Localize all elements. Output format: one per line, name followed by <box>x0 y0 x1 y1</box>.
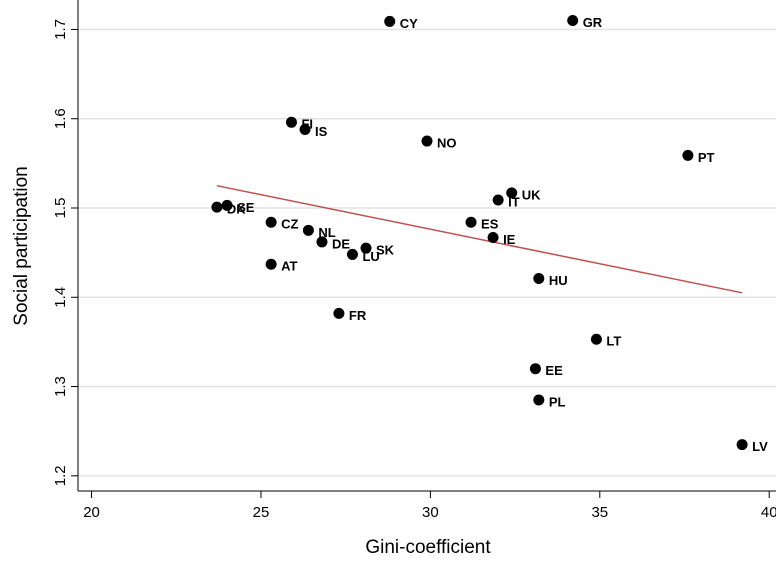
x-tick-label: 40 <box>761 504 776 521</box>
point <box>533 394 545 406</box>
point-label: GR <box>583 15 603 30</box>
point <box>360 242 372 254</box>
point <box>285 116 297 128</box>
point-label: AT <box>281 259 297 274</box>
point-label: LU <box>362 249 379 264</box>
point <box>465 216 477 228</box>
point-label: IE <box>503 232 516 247</box>
point-label: IS <box>315 124 328 139</box>
point <box>384 15 396 27</box>
point-label: NL <box>318 225 335 240</box>
point <box>265 216 277 228</box>
y-tick-label: 1.4 <box>52 287 69 308</box>
point <box>590 333 602 345</box>
point-label: LV <box>752 439 768 454</box>
point-label: CZ <box>281 217 298 232</box>
point <box>346 248 358 260</box>
point <box>421 135 433 147</box>
point <box>265 258 277 270</box>
point-label: EE <box>545 363 563 378</box>
point <box>211 201 223 213</box>
point-label: ES <box>481 217 499 232</box>
point <box>316 236 328 248</box>
y-tick-label: 1.7 <box>52 19 69 40</box>
point <box>529 363 541 375</box>
y-tick-label: 1.3 <box>52 376 69 397</box>
point-label: IT <box>508 194 520 209</box>
point-label: NO <box>437 135 457 150</box>
y-axis-title: Social participation <box>11 166 32 325</box>
point <box>492 194 504 206</box>
point <box>567 15 579 27</box>
y-tick-label: 1.2 <box>52 465 69 486</box>
point <box>682 149 694 161</box>
point-label: LT <box>606 334 621 349</box>
point <box>299 123 311 135</box>
point-label: UK <box>522 187 541 202</box>
point <box>221 199 233 211</box>
x-tick-label: 20 <box>83 504 100 521</box>
point-label: SK <box>376 243 395 258</box>
point <box>333 307 345 319</box>
point-label: PT <box>698 150 715 165</box>
point-label: FI <box>301 117 313 132</box>
point-label: FR <box>349 308 367 323</box>
fit-line <box>216 184 743 294</box>
point <box>487 231 499 243</box>
point <box>302 224 314 236</box>
point <box>533 273 545 285</box>
point-label: SE <box>237 200 255 215</box>
x-tick-label: 30 <box>422 504 439 521</box>
x-axis-title: Gini-coefficient <box>365 537 491 558</box>
x-tick-label: 35 <box>591 504 608 521</box>
y-tick-label: 1.5 <box>52 198 69 219</box>
y-tick-label: 1.6 <box>52 108 69 129</box>
point-label: PL <box>549 394 566 409</box>
point-label: DE <box>332 236 350 251</box>
x-tick-label: 25 <box>253 504 270 521</box>
point <box>736 439 748 451</box>
point-label: HU <box>549 273 568 288</box>
point <box>506 187 518 199</box>
point-label: CY <box>400 16 418 31</box>
